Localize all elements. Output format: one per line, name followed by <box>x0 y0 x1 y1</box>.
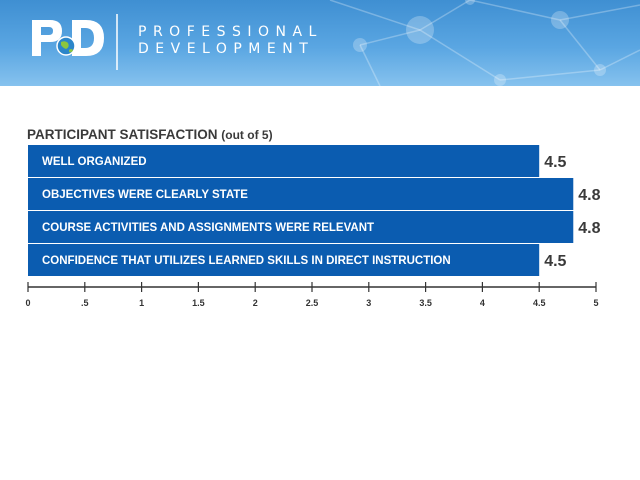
brand-line-2: DEVELOPMENT <box>138 41 315 57</box>
value-label-3: 4.8 <box>578 220 600 237</box>
bar-3 <box>28 211 574 243</box>
bar-label-3: COURSE ACTIVITIES AND ASSIGNMENTS WERE R… <box>42 222 374 234</box>
x-tick-label-6: 3 <box>366 298 371 308</box>
pd-logo <box>32 20 104 56</box>
header-banner: PROFESSIONAL DEVELOPMENT <box>0 0 640 86</box>
x-tick-label-1: .5 <box>81 298 89 308</box>
x-tick-label-4: 2 <box>253 298 258 308</box>
bar-label-4: CONFIDENCE THAT UTILIZES LEARNED SKILLS … <box>42 255 451 267</box>
bar-label-1: WELL ORGANIZED <box>42 156 147 168</box>
x-tick-label-10: 5 <box>593 298 598 308</box>
x-tick-label-5: 2.5 <box>306 298 319 308</box>
bar-1 <box>28 145 540 177</box>
chart-subtitle: (out of 5) <box>221 128 273 142</box>
value-label-1: 4.5 <box>544 154 566 171</box>
network-background-graphic <box>329 0 640 86</box>
bar-2 <box>28 178 574 210</box>
value-label-4: 4.5 <box>544 253 566 270</box>
x-tick-label-0: 0 <box>25 298 30 308</box>
x-tick-label-2: 1 <box>139 298 144 308</box>
bar-label-2: OBJECTIVES WERE CLEARLY STATE <box>42 189 248 201</box>
bar-4 <box>28 244 540 276</box>
x-tick-label-8: 4 <box>480 298 485 308</box>
brand-line-1: PROFESSIONAL <box>138 24 323 40</box>
x-tick-label-7: 3.5 <box>419 298 432 308</box>
chart-title-text: PARTICIPANT SATISFACTION <box>27 127 218 142</box>
x-tick-label-9: 4.5 <box>533 298 546 308</box>
header-divider <box>116 14 118 70</box>
value-label-2: 4.8 <box>578 187 600 204</box>
brand-text: PROFESSIONAL DEVELOPMENT <box>138 24 323 58</box>
x-tick-label-3: 1.5 <box>192 298 205 308</box>
chart-title: PARTICIPANT SATISFACTION (out of 5) <box>27 127 273 142</box>
